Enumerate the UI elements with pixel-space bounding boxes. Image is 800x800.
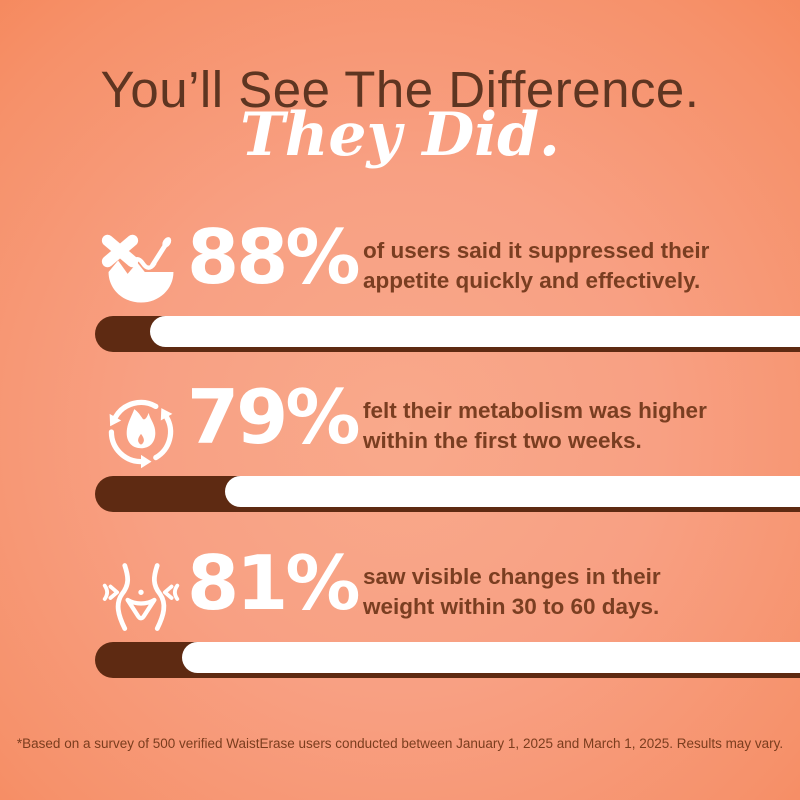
slim-waist-icon <box>99 556 183 640</box>
progress-bar-weight <box>95 642 800 678</box>
progress-fill <box>150 316 800 347</box>
progress-bar-metabolism <box>95 476 800 512</box>
stat-value: 88% <box>187 213 361 301</box>
progress-fill <box>182 642 800 673</box>
no-appetite-bowl-icon <box>99 230 183 314</box>
progress-fill <box>225 476 800 507</box>
stat-value: 79% <box>187 373 361 461</box>
subheadline: They Did. <box>240 100 560 170</box>
footnote: *Based on a survey of 500 verified Waist… <box>16 736 784 751</box>
stat-row-appetite: 88% of users said it suppressed their ap… <box>95 216 800 362</box>
stat-row-metabolism: 79% felt their metabolism was higher wit… <box>95 376 800 522</box>
stat-value: 81% <box>187 539 361 627</box>
stat-description: felt their metabolism was higher within … <box>363 398 707 453</box>
stat-row-weight: 81% saw visible changes in their weight … <box>95 542 800 688</box>
progress-bar-appetite <box>95 316 800 352</box>
headline: You’ll See The Difference. <box>100 61 700 118</box>
stat-description: saw visible changes in their weight with… <box>363 564 661 619</box>
stat-description: of users said it suppressed their appeti… <box>363 238 710 293</box>
metabolism-flame-icon <box>99 390 183 474</box>
